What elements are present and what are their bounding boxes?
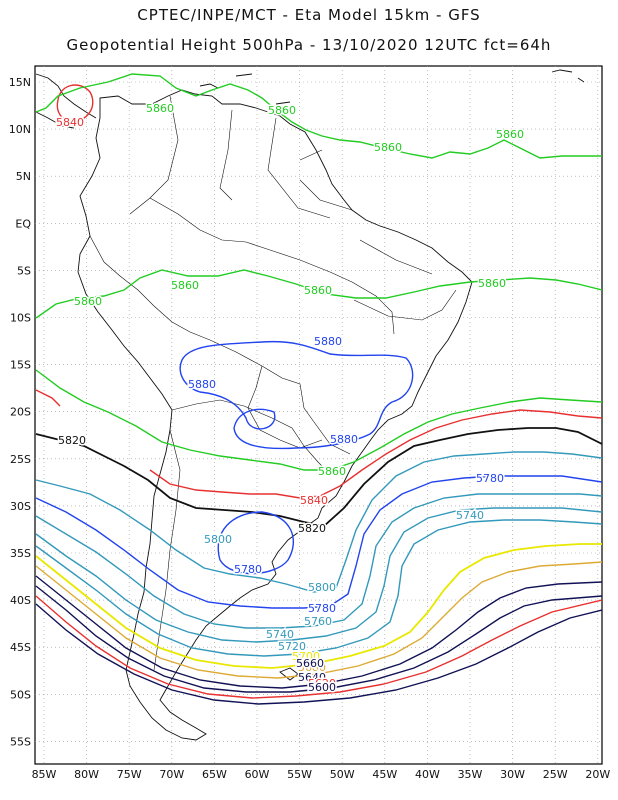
lon-tick-label: 55W <box>287 768 312 781</box>
contour-5660 <box>35 575 602 689</box>
coastlines <box>35 69 585 741</box>
contour-label: 5800 <box>308 581 336 594</box>
lon-axis: 85W 80W 75W 70W 65W 60W 55W 50W 45W 40W 35W 30W 25W 2… <box>32 768 611 781</box>
contour-5640 <box>35 585 602 693</box>
contour-5860-south <box>35 369 602 471</box>
lon-tick-label: 75W <box>117 768 142 781</box>
contour-label: 5860 <box>146 102 174 115</box>
contour-5600 <box>35 603 602 705</box>
contour-label: 5840 <box>300 494 328 507</box>
south-america-coastline <box>77 89 473 741</box>
contour-label: 5700 <box>292 650 320 663</box>
lat-tick-label: 55S <box>10 735 31 748</box>
lon-tick-label: 45W <box>372 768 397 781</box>
contour-5780 <box>35 475 602 609</box>
lat-tick-label: 50S <box>10 688 31 701</box>
contour-label: 5840 <box>56 116 84 129</box>
lon-tick-label: 65W <box>202 768 227 781</box>
contour-5860-middle <box>35 269 602 319</box>
contour-label: 5860 <box>268 104 296 117</box>
contour-label: 5820 <box>298 522 326 535</box>
contour-5740 <box>35 507 602 643</box>
contour-5720 <box>35 519 602 657</box>
contour-label: 5780 <box>234 563 262 576</box>
contour-label: 5740 <box>456 509 484 522</box>
caribbean-islands <box>199 69 585 105</box>
contour-label: 5880 <box>314 335 342 348</box>
contours <box>35 73 602 705</box>
title-line-2: Geopotential Height 500hPa - 13/10/2020 … <box>66 36 552 54</box>
contour-label: 5880 <box>330 433 358 446</box>
lon-tick-label: 50W <box>330 768 355 781</box>
contour-label: 5800 <box>204 533 232 546</box>
contour-5860-north <box>35 73 602 159</box>
contour-label: 5860 <box>478 277 506 290</box>
contour-5800 <box>35 451 602 593</box>
contour-label: 5860 <box>171 279 199 292</box>
title-line-1: CPTEC/INPE/MCT - Eta Model 15km - GFS <box>137 6 481 24</box>
contour-label: 5860 <box>74 295 102 308</box>
contour-label: 5680 <box>298 661 326 674</box>
contour-label: 5600 <box>308 681 336 694</box>
contour-label: 5620 <box>308 677 336 690</box>
lon-tick-label: 80W <box>74 768 99 781</box>
lat-tick-label: 5S <box>17 264 31 277</box>
contour-5880 <box>179 340 414 450</box>
lon-tick-label: 40W <box>415 768 440 781</box>
country-borders <box>89 95 457 671</box>
contour-label: 5660 <box>296 657 324 670</box>
lat-tick-label: 10S <box>10 312 31 325</box>
lat-tick-label: 35S <box>10 547 31 560</box>
contour-5700 <box>35 543 602 669</box>
contour-5820 <box>35 427 602 527</box>
contour-5780-low <box>217 511 294 575</box>
lat-tick-label: 45S <box>10 641 31 654</box>
contour-label: 5860 <box>374 141 402 154</box>
central-america-coastline <box>35 73 97 129</box>
contour-label: 5860 <box>496 128 524 141</box>
contour-label: 5780 <box>476 472 504 485</box>
contour-labels: 5840 5860 5860 5860 5860 5860 5860 5860 5860 5880… <box>55 101 526 696</box>
contour-label: 5780 <box>308 602 336 615</box>
lat-tick-label: 40S <box>10 594 31 607</box>
lon-tick-label: 20W <box>585 768 610 781</box>
contour-label: 5820 <box>58 434 86 447</box>
lon-tick-label: 60W <box>245 768 270 781</box>
contour-5680 <box>35 561 602 679</box>
lat-tick-label: 5N <box>16 170 31 183</box>
contour-label: 5760 <box>304 615 332 628</box>
lat-tick-label: 30S <box>10 500 31 513</box>
contour-5760 <box>35 493 602 629</box>
lon-tick-label: 35W <box>458 768 483 781</box>
contour-label: 5860 <box>318 465 346 478</box>
lat-tick-label: 20S <box>10 406 31 419</box>
lon-tick-label: 30W <box>500 768 525 781</box>
contour-5840 <box>35 389 602 499</box>
contour-5840-north <box>56 84 94 123</box>
lat-axis: 15N 10N 5N EQ 5S 10S 15S 20S 25S 30S 35S 40S 45S 50S 5… <box>9 76 32 748</box>
lon-tick-label: 25W <box>543 768 568 781</box>
contour-label: 5640 <box>298 671 326 684</box>
contour-label: 5720 <box>278 640 306 653</box>
lat-tick-label: 15S <box>10 359 31 372</box>
lat-tick-label: 10N <box>9 123 31 136</box>
contour-label: 5860 <box>304 284 332 297</box>
lat-tick-label: 25S <box>10 453 31 466</box>
lon-tick-label: 85W <box>32 768 57 781</box>
lat-tick-label: 15N <box>9 76 31 89</box>
contour-label: 5880 <box>188 378 216 391</box>
contour-5620 <box>35 595 602 699</box>
contour-label: 5740 <box>266 628 294 641</box>
lat-tick-label: EQ <box>15 217 31 230</box>
lon-tick-label: 70W <box>159 768 184 781</box>
